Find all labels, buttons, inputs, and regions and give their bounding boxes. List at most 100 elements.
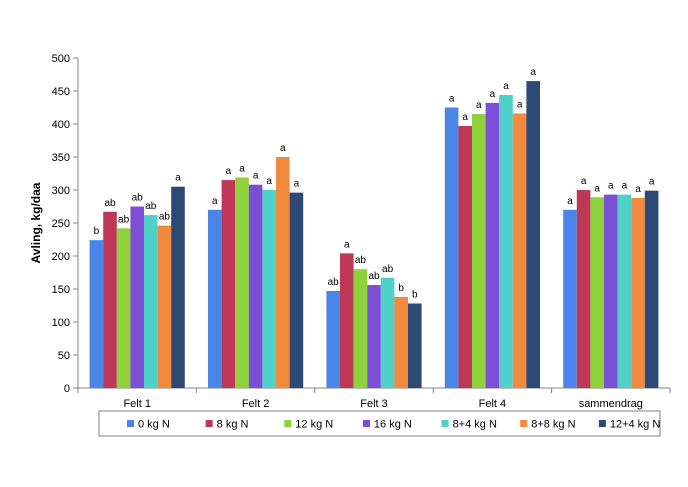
bar	[590, 197, 604, 388]
data-label: a	[462, 112, 468, 123]
y-axis: 0 50 100 150 200 250 300 350 400 450 500	[52, 53, 79, 395]
bar	[262, 190, 276, 388]
data-label: a	[581, 176, 587, 187]
data-label: a	[517, 99, 523, 110]
data-label: a	[622, 181, 628, 192]
data-label: ab	[132, 193, 144, 204]
data-label: a	[635, 184, 641, 195]
bar	[472, 114, 486, 388]
data-label: ab	[104, 198, 116, 209]
bar	[526, 81, 540, 388]
data-label: a	[175, 173, 181, 184]
legend-swatch	[441, 420, 449, 427]
x-axis: Felt 1 Felt 2 Felt 3 Felt 4 sammendrag	[77, 387, 671, 410]
bar	[276, 157, 290, 388]
legend-swatch	[598, 420, 606, 427]
bar	[394, 296, 408, 388]
bar	[444, 107, 459, 388]
y-tick-label: 300	[52, 185, 70, 197]
y-tick-label: 400	[52, 119, 70, 131]
legend-label: 0 kg N	[138, 419, 170, 431]
bars	[89, 81, 659, 389]
bar	[89, 240, 104, 388]
bar	[458, 125, 472, 388]
data-label: a	[490, 89, 496, 100]
data-label: a	[266, 176, 272, 187]
y-tick-label: 250	[52, 218, 70, 230]
legend-label: 8+8 kg N	[531, 419, 575, 431]
bar	[326, 290, 340, 388]
data-label: a	[226, 166, 232, 177]
bar	[563, 209, 577, 388]
data-label: a	[608, 181, 614, 192]
data-labels: baabaaabaaaaabaabaaabaabaaabaabaaababaaa…	[94, 67, 655, 300]
bar	[644, 190, 659, 388]
data-label: ab	[382, 264, 394, 275]
data-label: a	[344, 239, 350, 250]
bar	[353, 269, 368, 388]
bar	[248, 184, 263, 388]
category-label: Felt 3	[360, 398, 388, 410]
data-label: b	[412, 290, 418, 301]
legend-label: 12+4 kg N	[610, 419, 661, 431]
data-label: a	[449, 94, 455, 105]
legend-swatch	[127, 420, 134, 427]
bar	[380, 277, 395, 388]
bar	[116, 228, 131, 388]
bar	[130, 206, 144, 388]
bar	[208, 209, 222, 388]
category-label: Felt 4	[479, 398, 507, 410]
data-label: b	[94, 226, 100, 237]
data-label: a	[476, 100, 482, 111]
data-label: b	[398, 283, 404, 294]
bar	[340, 253, 354, 388]
bar	[485, 102, 500, 388]
y-tick-label: 350	[52, 152, 70, 164]
data-label: a	[280, 143, 286, 154]
y-tick-label: 450	[52, 86, 70, 98]
legend-swatch	[362, 420, 370, 427]
bar	[512, 113, 527, 388]
bar	[604, 194, 618, 388]
data-label: a	[649, 177, 655, 188]
bar	[289, 192, 304, 388]
data-label: a	[530, 67, 536, 78]
bar	[221, 180, 236, 388]
bar	[171, 186, 185, 388]
data-label: a	[239, 163, 245, 174]
legend: 0 kg N 8 kg N 12 kg N 16 kg N 8+4 kg N 8+8 kg…	[98, 410, 661, 437]
bar	[157, 225, 172, 388]
data-label: a	[503, 81, 509, 92]
bar	[235, 177, 249, 388]
legend-label: 12 kg N	[295, 419, 333, 431]
data-label: ab	[159, 212, 171, 223]
legend-swatch	[205, 420, 213, 427]
bar	[144, 215, 158, 388]
data-label: ab	[328, 277, 340, 288]
bar	[367, 285, 381, 388]
y-tick-label: 50	[58, 350, 70, 362]
data-label: a	[294, 179, 300, 190]
legend-label: 16 kg N	[374, 419, 412, 431]
legend-label: 8+4 kg N	[453, 419, 497, 431]
data-label: a	[594, 183, 600, 194]
data-label: ab	[355, 255, 367, 266]
legend-label: 8 kg N	[217, 419, 249, 431]
legend-box	[98, 410, 661, 437]
category-label: Felt 1	[123, 398, 151, 410]
y-tick-label: 0	[64, 383, 70, 395]
data-label: a	[253, 171, 259, 182]
y-tick-label: 500	[52, 53, 70, 65]
category-label: Felt 2	[242, 398, 270, 410]
bar	[631, 197, 645, 388]
data-label: ab	[118, 214, 130, 225]
bar	[408, 303, 422, 388]
data-label: ab	[368, 271, 380, 282]
legend-swatch	[284, 420, 292, 427]
y-tick-label: 150	[52, 284, 70, 296]
y-tick-label: 100	[52, 317, 70, 329]
bar	[617, 194, 632, 388]
data-label: a	[212, 196, 218, 207]
bar	[103, 211, 117, 388]
